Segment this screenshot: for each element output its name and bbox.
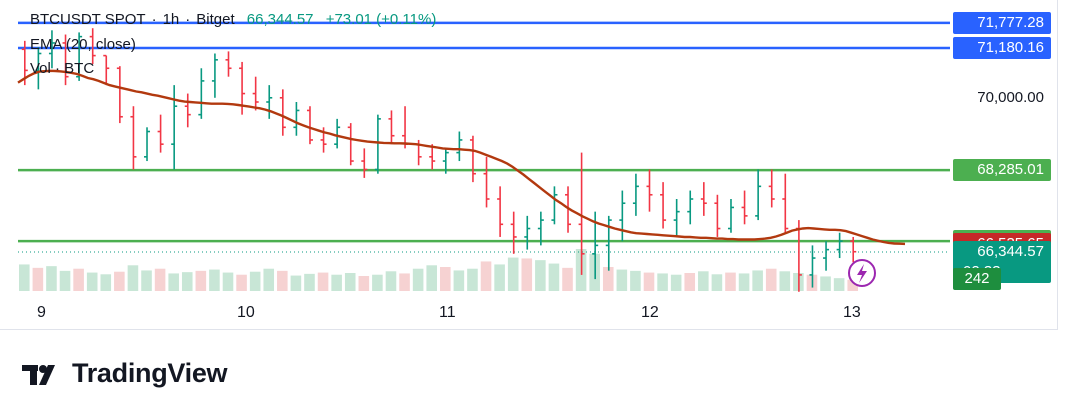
volume-bar	[602, 267, 614, 291]
volume-bar	[73, 268, 84, 291]
tradingview-logo[interactable]: TradingView	[22, 358, 228, 389]
volume-bar	[114, 271, 125, 291]
volume-bar	[399, 273, 410, 291]
exchange: Bitget	[196, 11, 235, 28]
volume-bar	[358, 276, 370, 291]
volume-bar	[467, 268, 478, 291]
volume-bar	[643, 272, 655, 291]
volume-legend[interactable]: Vol · BTC	[30, 60, 95, 77]
volume-bar	[711, 274, 723, 291]
volume-bar	[535, 260, 546, 291]
price-tick-70000: 70,000.00	[977, 88, 1044, 106]
volume-bar	[670, 274, 682, 291]
volume-bar	[657, 273, 668, 291]
tradingview-logo-icon	[22, 364, 55, 385]
volume-bar	[86, 272, 98, 291]
volume-bar	[209, 269, 220, 291]
volume-bar	[440, 267, 451, 291]
volume-bar	[195, 270, 207, 291]
volume-bar	[344, 273, 356, 291]
volume-bar	[385, 271, 397, 291]
volume-bar	[820, 276, 831, 291]
volume-bar	[738, 273, 750, 291]
volume-bar	[317, 272, 329, 291]
symbol-legend[interactable]: BTCUSDT SPOT · 1h · Bitget 66,344.57 +73.01 …	[30, 11, 436, 28]
last-price: 66,344.57	[246, 11, 314, 28]
volume-bar	[426, 265, 437, 291]
volume-bar	[453, 270, 465, 291]
volume-bar	[412, 268, 424, 291]
volume-bar	[290, 275, 302, 291]
volume-bar	[494, 264, 505, 291]
symbol-name[interactable]: BTCUSDT SPOT	[30, 11, 146, 28]
volume-bar	[46, 266, 57, 291]
volume-bar	[127, 265, 139, 291]
x-tick-12: 12	[641, 304, 659, 321]
ema-legend[interactable]: EMA (20, close)	[30, 36, 136, 53]
volume-bar	[32, 267, 44, 291]
x-tick-10: 10	[237, 304, 255, 321]
legend-separator: ·	[185, 11, 191, 28]
volume-bar	[698, 271, 709, 291]
volume-bar	[765, 268, 777, 291]
volume-bar	[222, 272, 234, 291]
price-chart[interactable]	[0, 0, 1058, 330]
volume-bar	[100, 274, 112, 291]
volume-bar	[684, 273, 696, 291]
price-tag: 71,777.28	[953, 11, 1051, 34]
volume-bar	[168, 273, 179, 291]
volume-bar	[249, 271, 261, 291]
volume-bar	[372, 274, 383, 291]
lightning-icon	[857, 264, 867, 283]
volume-bar	[19, 264, 30, 291]
price-change: +73.01 (+0.11%)	[325, 11, 437, 28]
price-tag: 68,285.01	[953, 159, 1051, 182]
volume-bar	[236, 274, 247, 291]
volume-bar	[507, 257, 519, 291]
volume-bar	[154, 268, 166, 291]
volume-bar	[331, 274, 342, 291]
x-tick-11: 11	[439, 304, 456, 321]
volume-bar	[725, 272, 736, 291]
chart-panel[interactable]	[0, 0, 1058, 330]
x-tick-13: 13	[843, 304, 861, 321]
volume-bar	[548, 263, 560, 291]
volume-bar	[562, 267, 573, 291]
volume-bar	[59, 270, 71, 291]
current-price-value: 66,344.57	[977, 242, 1044, 260]
x-tick-9: 9	[37, 304, 46, 321]
price-tag: 71,180.16	[953, 37, 1051, 59]
ema-line	[17, 69, 906, 246]
volume-bar	[616, 269, 628, 291]
volume-bar	[521, 258, 533, 291]
volume-tag: 242	[953, 268, 1001, 290]
volume-bar	[480, 261, 492, 291]
volume-bar	[263, 268, 275, 291]
volume-bar	[181, 272, 193, 291]
brand-name: TradingView	[72, 358, 228, 388]
volume-bar	[141, 270, 152, 291]
volume-bar	[752, 270, 763, 291]
volume-bar	[277, 270, 288, 291]
volume-bar	[833, 278, 845, 291]
volume-bar	[304, 273, 315, 291]
volume-bar	[779, 271, 791, 291]
interval[interactable]: 1h	[162, 11, 180, 28]
legend-separator: ·	[151, 11, 157, 28]
volume-bar	[847, 279, 858, 291]
volume-bar	[630, 270, 641, 291]
